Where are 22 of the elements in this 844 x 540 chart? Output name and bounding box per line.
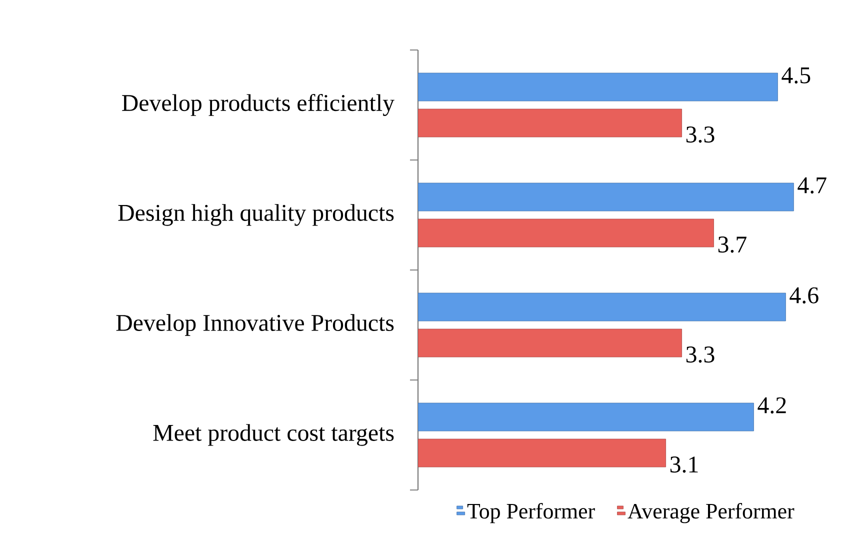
- bar: [418, 218, 714, 248]
- data-label: 4.5: [782, 67, 810, 84]
- bar: [418, 328, 682, 358]
- bar: [418, 108, 682, 138]
- data-label: 4.6: [790, 287, 818, 304]
- data-label: 3.1: [670, 456, 698, 473]
- data-label: 3.7: [718, 236, 746, 253]
- data-label: 3.3: [686, 346, 714, 363]
- y-tick-label: Develop Innovative Products: [116, 314, 394, 336]
- y-tick-label: Design high quality products: [118, 204, 394, 226]
- bar: [418, 72, 778, 102]
- bar: [418, 292, 786, 322]
- y-tick-label: Develop products efficiently: [122, 94, 394, 116]
- data-label: 4.2: [758, 397, 786, 414]
- bar: [418, 438, 666, 468]
- legend-label: Top Performer: [467, 502, 595, 524]
- bar: [418, 402, 754, 432]
- data-label: 3.3: [686, 126, 714, 143]
- data-label: 4.7: [798, 177, 826, 194]
- y-tick-label: Meet product cost targets: [153, 424, 394, 446]
- bar: [418, 182, 794, 212]
- legend-label: Average Performer: [628, 502, 794, 524]
